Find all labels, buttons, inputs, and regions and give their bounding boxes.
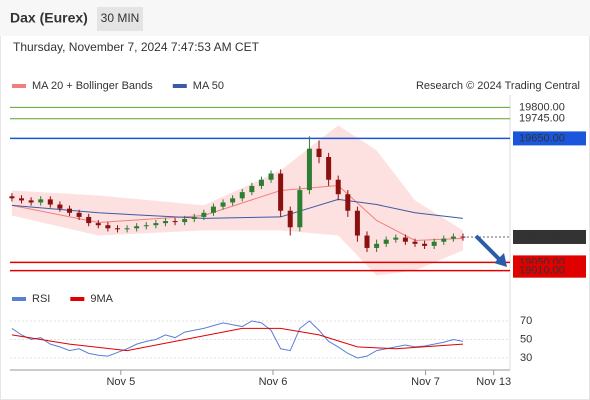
candle-body bbox=[374, 243, 380, 248]
candle-body bbox=[162, 221, 168, 224]
legend-swatch bbox=[12, 84, 26, 88]
candle-body bbox=[316, 148, 322, 157]
candle-body bbox=[191, 216, 197, 219]
level-box bbox=[513, 229, 586, 244]
rsi-panel: RSI 9MA 70 50 30 bbox=[10, 293, 532, 364]
candle-body bbox=[143, 225, 149, 227]
candle-body bbox=[345, 194, 351, 211]
y-tick-label: 70 bbox=[520, 315, 532, 327]
legend-label: 9MA bbox=[90, 293, 113, 305]
source: Research © 2024 Trading Central bbox=[416, 80, 580, 92]
x-tick-label: Nov 6 bbox=[259, 376, 288, 388]
timeframe-box[interactable] bbox=[97, 7, 143, 31]
x-tick-label: Nov 7 bbox=[411, 376, 440, 388]
candle-body bbox=[114, 228, 120, 230]
candle-body bbox=[268, 173, 274, 180]
candle-body bbox=[364, 235, 370, 248]
price-panel: MA 20 + Bollinger Bands MA 50 Research © 2… bbox=[9, 80, 586, 388]
level-box bbox=[513, 263, 586, 278]
candle-body bbox=[431, 241, 437, 246]
legend-swatch bbox=[70, 297, 85, 301]
candle-body bbox=[354, 210, 360, 236]
candle-body bbox=[335, 179, 341, 195]
level-label: 19650.00 bbox=[519, 132, 565, 144]
bollinger-band bbox=[11, 125, 463, 276]
candle-body bbox=[383, 239, 389, 244]
header-bar bbox=[0, 0, 590, 36]
candle-body bbox=[153, 223, 159, 226]
candle-body bbox=[134, 226, 140, 229]
candle-body bbox=[460, 236, 466, 238]
level-box bbox=[513, 131, 586, 146]
x-tick-label: Nov 5 bbox=[106, 376, 135, 388]
candle-body bbox=[95, 223, 101, 226]
candle-body bbox=[412, 241, 418, 244]
candle-body bbox=[450, 236, 456, 239]
arrow-head bbox=[494, 253, 507, 267]
candle-body bbox=[239, 192, 245, 199]
level-label: 19800.00 bbox=[519, 101, 565, 113]
legend-label: RSI bbox=[32, 293, 50, 305]
candle-body bbox=[105, 225, 111, 229]
instrument: Dax (Eurex) bbox=[10, 10, 88, 26]
candle-body bbox=[287, 210, 293, 228]
candle-body bbox=[422, 243, 428, 246]
candle-body bbox=[124, 228, 130, 230]
candle-body bbox=[306, 148, 312, 191]
candle-body bbox=[67, 208, 73, 213]
y-tick-label: 50 bbox=[520, 333, 532, 345]
candle-body bbox=[402, 237, 408, 242]
candle-body bbox=[19, 198, 25, 201]
rsi-line bbox=[11, 327, 464, 352]
y-tick-label: 30 bbox=[520, 352, 532, 364]
candle-body bbox=[230, 198, 236, 203]
level-label: 19173.00 bbox=[519, 231, 565, 243]
candle-body bbox=[210, 206, 216, 213]
level-label: 19745.00 bbox=[519, 113, 565, 125]
candle-body bbox=[172, 221, 178, 223]
candle-body bbox=[258, 179, 264, 186]
candle-body bbox=[28, 200, 34, 203]
candle-body bbox=[220, 202, 226, 207]
x-tick-label: Nov 13 bbox=[476, 376, 511, 388]
candle-body bbox=[9, 196, 15, 199]
timeframe[interactable]: 30 MIN bbox=[101, 11, 140, 25]
candle-body bbox=[441, 238, 447, 242]
candle-body bbox=[86, 216, 92, 224]
level-label: 19010.00 bbox=[519, 265, 565, 277]
candle-body bbox=[249, 185, 255, 193]
ma-line bbox=[11, 198, 464, 219]
candle-body bbox=[38, 199, 44, 203]
candle-body bbox=[57, 204, 63, 209]
candle-body bbox=[278, 173, 284, 211]
candle-body bbox=[297, 190, 303, 228]
legend-swatch bbox=[12, 297, 26, 301]
legend-swatch bbox=[172, 84, 187, 88]
candle-body bbox=[182, 219, 188, 223]
candle-body bbox=[326, 157, 332, 180]
candle-body bbox=[47, 199, 53, 205]
legend-label: MA 50 bbox=[193, 80, 224, 92]
datetime: Thursday, November 7, 2024 7:47:53 AM CE… bbox=[13, 40, 260, 54]
candle-body bbox=[201, 212, 207, 217]
arrow bbox=[474, 234, 502, 262]
candle-body bbox=[76, 212, 82, 217]
candle-body bbox=[393, 237, 399, 240]
legend-label: MA 20 + Bollinger Bands bbox=[32, 80, 153, 92]
